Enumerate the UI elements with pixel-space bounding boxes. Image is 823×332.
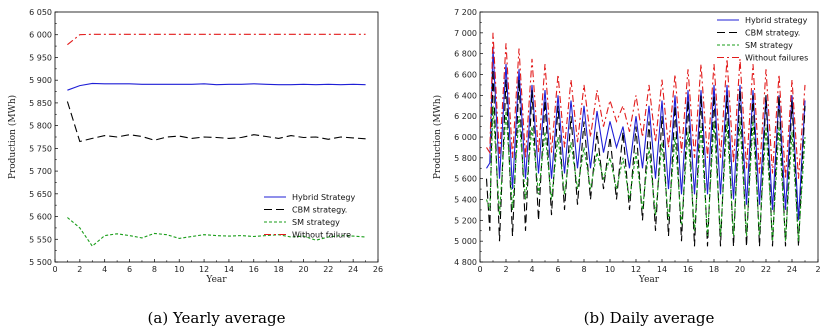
figure-caption: (b) Daily average [584, 309, 715, 327]
x-tick-label: 2 [503, 265, 508, 274]
y-tick-label: 6 050 [29, 8, 52, 17]
series-line-1 [485, 69, 806, 247]
x-tick-label: 20 [298, 265, 308, 274]
y-tick-label: 5 000 [454, 237, 477, 246]
y-tick-label: 6 000 [454, 133, 477, 142]
x-tick-label: 6 [555, 265, 560, 274]
x-tick-label: 2 [77, 265, 82, 274]
x-tick-label: 22 [761, 265, 771, 274]
legend-label: Hybrid Strategy [292, 193, 356, 202]
x-tick-label: 26 [373, 265, 383, 274]
y-tick-label: 6 800 [454, 50, 477, 59]
legend-label: Without failure [292, 231, 351, 240]
x-tick-label: 14 [224, 265, 234, 274]
y-tick-label: 6 000 [29, 31, 52, 40]
y-tick-label: 5 600 [29, 213, 52, 222]
x-tick-label: 8 [152, 265, 157, 274]
x-tick-label: 4 [102, 265, 107, 274]
series-line-1 [66, 101, 366, 143]
y-tick-label: 5 600 [454, 175, 477, 184]
y-tick-label: 4 800 [454, 258, 477, 267]
y-tick-label: 5 700 [29, 167, 52, 176]
legend-label: SM strategy [745, 41, 793, 50]
x-tick-label: 14 [657, 265, 667, 274]
x-tick-label: 10 [605, 265, 615, 274]
y-tick-label: 5 400 [454, 196, 477, 205]
legend-label: CBM strategy. [745, 29, 800, 38]
y-tick-label: 5 900 [29, 76, 52, 85]
y-tick-label: 5 200 [454, 216, 477, 225]
x-tick-label: 24 [348, 265, 358, 274]
figure-caption: (a) Yearly average [148, 309, 286, 327]
x-tick-label: 2 [815, 265, 820, 274]
y-tick-label: 5 650 [29, 190, 52, 199]
x-tick-label: 12 [199, 265, 209, 274]
x-tick-label: 16 [683, 265, 693, 274]
y-tick-label: 5 500 [29, 258, 52, 267]
x-tick-label: 8 [581, 265, 586, 274]
legend: Hybrid strategy CBM strategy. SM strategy W… [717, 16, 808, 63]
x-tick-label: 16 [249, 265, 259, 274]
y-tick-label: 5 550 [29, 235, 52, 244]
x-tick-label: 22 [323, 265, 333, 274]
series-line-2 [485, 105, 806, 242]
x-tick-label: 0 [477, 265, 482, 274]
legend-label: CBM strategy. [292, 206, 347, 215]
y-axis-label: Production (MWh) [7, 95, 18, 179]
x-tick-label: 4 [529, 265, 534, 274]
series-line-3 [486, 32, 806, 179]
series-line-0 [67, 82, 366, 91]
y-tick-label: 5 750 [29, 144, 52, 153]
x-tick-label: 24 [787, 265, 797, 274]
y-tick-label: 7 000 [454, 29, 477, 38]
y-tick-label: 7 200 [454, 8, 477, 17]
y-axis-label: Production (MWh) [432, 95, 443, 179]
y-tick-label: 5 800 [454, 154, 477, 163]
x-axis-label: Year [638, 275, 660, 285]
series-line-3 [67, 33, 366, 46]
legend-label: Hybrid strategy [745, 16, 808, 25]
y-tick-label: 6 200 [454, 112, 477, 121]
x-tick-label: 18 [274, 265, 284, 274]
legend-label: SM strategy [292, 218, 340, 227]
legend-label: Without failures [745, 54, 808, 63]
y-tick-label: 5 950 [29, 53, 52, 62]
x-tick-label: 12 [631, 265, 641, 274]
x-tick-label: 6 [127, 265, 132, 274]
x-tick-label: 20 [735, 265, 745, 274]
x-tick-label: 18 [709, 265, 719, 274]
x-axis-label: Year [205, 275, 227, 285]
y-tick-label: 6 400 [454, 91, 477, 100]
y-tick-label: 5 800 [29, 122, 52, 131]
y-tick-label: 5 850 [29, 99, 52, 108]
series-line-0 [486, 48, 806, 221]
legend: Hybrid Strategy CBM strategy. SM strategy W… [264, 193, 356, 240]
y-tick-label: 6 600 [454, 71, 477, 80]
x-tick-label: 10 [174, 265, 184, 274]
x-tick-label: 0 [52, 265, 57, 274]
series-line-2 [67, 217, 366, 247]
